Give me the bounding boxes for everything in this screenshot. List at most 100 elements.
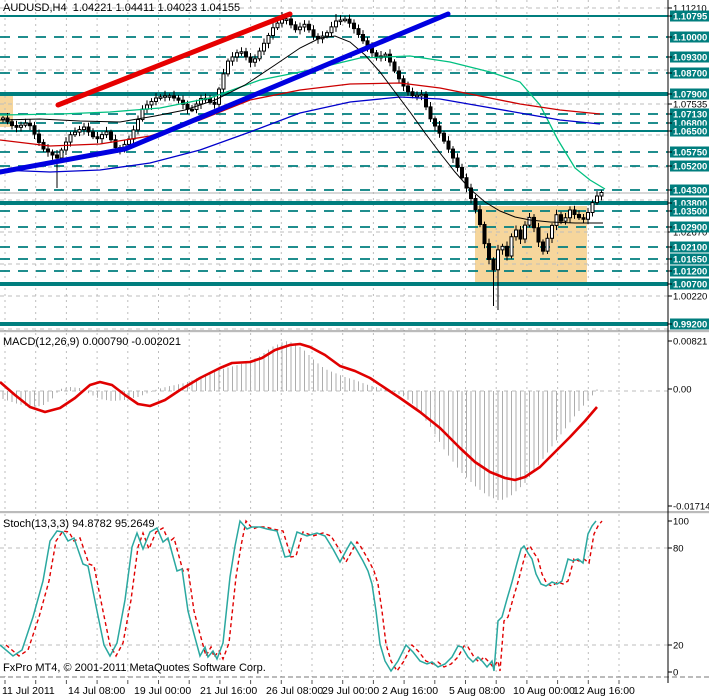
candle-body bbox=[325, 32, 329, 37]
candle-body bbox=[181, 99, 185, 105]
candle-body bbox=[298, 26, 302, 31]
candle-body bbox=[442, 132, 446, 142]
candle-body bbox=[217, 88, 221, 105]
candle-body bbox=[82, 126, 86, 131]
candle-body bbox=[28, 122, 32, 127]
candle-body bbox=[536, 227, 541, 243]
ohlc-quote: 1.04221 1.04411 1.04023 1.04155 bbox=[72, 2, 241, 14]
price-level-label-box bbox=[670, 160, 709, 172]
candle-body bbox=[163, 95, 167, 98]
candle-body bbox=[131, 129, 136, 140]
candle-body bbox=[392, 61, 397, 72]
price-level-label: 1.10795 bbox=[673, 12, 708, 23]
price-level-label: 1.01650 bbox=[673, 255, 707, 266]
candle-body bbox=[77, 129, 82, 133]
price-grid-label: 1.07535 bbox=[673, 100, 707, 111]
price-level-label: 1.07130 bbox=[673, 110, 707, 121]
candle-body bbox=[599, 192, 604, 197]
indicator-axis-label: 0.00821 bbox=[673, 337, 707, 348]
candle-body bbox=[221, 73, 226, 90]
candle-body bbox=[347, 18, 352, 24]
candle-body bbox=[455, 157, 460, 168]
candle-body bbox=[248, 56, 253, 63]
price-level-label-box bbox=[670, 51, 709, 63]
candle-body bbox=[50, 151, 55, 156]
time-axis-label: 5 Aug 08:00 bbox=[449, 685, 505, 697]
candle-body bbox=[352, 22, 356, 30]
candle-body bbox=[383, 53, 388, 57]
uptrend-line-red[interactable] bbox=[55, 11, 293, 108]
candle-body bbox=[428, 106, 433, 120]
candle-body bbox=[307, 23, 311, 31]
price-level-label: 1.00700 bbox=[673, 280, 707, 291]
price-level-label-box bbox=[670, 117, 709, 129]
price-panel[interactable] bbox=[0, 0, 668, 331]
stoch-d-line bbox=[5, 519, 603, 673]
candle-body bbox=[239, 51, 244, 54]
candle-body bbox=[235, 52, 239, 58]
price-level-label-box bbox=[670, 265, 709, 277]
uptrend-line-blue[interactable] bbox=[0, 11, 451, 175]
price-level-label-box bbox=[670, 125, 709, 137]
candle-body bbox=[554, 214, 559, 226]
price-level-label: 1.02100 bbox=[673, 243, 707, 254]
candle-body bbox=[446, 140, 451, 150]
time-axis-label: 14 Jul 08:00 bbox=[68, 685, 125, 697]
price-level-label: 1.10000 bbox=[673, 33, 707, 44]
candle-body bbox=[334, 20, 338, 28]
price-level-label: 1.07900 bbox=[673, 90, 707, 101]
price-level-label: 1.09300 bbox=[673, 53, 707, 64]
candle-body bbox=[172, 95, 176, 99]
candle-body bbox=[289, 18, 293, 26]
candle-body bbox=[473, 198, 478, 211]
candle-body bbox=[212, 101, 217, 105]
candle-body bbox=[505, 245, 509, 257]
indicator-axis-label: 0 bbox=[673, 668, 678, 679]
price-level-label-box bbox=[670, 184, 709, 196]
ma-green-line[interactable] bbox=[0, 55, 606, 190]
candle-body bbox=[149, 100, 154, 106]
candle-body bbox=[541, 241, 545, 252]
ma-red-line[interactable] bbox=[0, 82, 601, 147]
candle-body bbox=[199, 97, 203, 105]
candle-body bbox=[568, 209, 572, 219]
chart-symbol-header: AUDUSD,H4 1.04221 1.04411 1.04023 1.0415… bbox=[3, 2, 240, 14]
candle-body bbox=[590, 202, 595, 214]
candle-body bbox=[37, 133, 41, 143]
price-level-label: 1.06500 bbox=[673, 127, 707, 138]
time-axis-label: 29 Jul 00:00 bbox=[322, 685, 379, 697]
price-level-label-box bbox=[670, 221, 709, 233]
candle-body bbox=[46, 148, 50, 153]
candle-body bbox=[109, 131, 113, 141]
price-level-label-box bbox=[670, 197, 709, 209]
price-level-label-box bbox=[670, 67, 709, 79]
candle-body bbox=[154, 97, 158, 102]
indicator-axis-label: 0.00 bbox=[673, 385, 692, 396]
stoch-panel[interactable] bbox=[0, 514, 668, 677]
candle-body bbox=[55, 154, 59, 159]
candle-body bbox=[527, 216, 532, 226]
macd-panel[interactable] bbox=[0, 333, 668, 512]
price-level-label-box bbox=[670, 253, 709, 265]
candle-body bbox=[311, 29, 316, 37]
ma-black-line[interactable] bbox=[0, 35, 603, 224]
candle-body bbox=[491, 258, 496, 271]
candle-body bbox=[523, 224, 527, 240]
candle-body bbox=[271, 27, 275, 36]
price-level-label-box bbox=[670, 146, 709, 158]
candle-body bbox=[437, 125, 442, 134]
candle-body bbox=[572, 209, 577, 215]
candle-body bbox=[167, 95, 172, 98]
price-level-label: 0.99200 bbox=[673, 320, 707, 331]
price-grid-label: 1.02670 bbox=[673, 228, 707, 239]
candle-body bbox=[496, 249, 500, 271]
indicator-axis-label: -0.01714 bbox=[673, 502, 709, 513]
candle-body bbox=[338, 19, 343, 23]
candle-body bbox=[73, 131, 77, 136]
candle-body bbox=[190, 108, 194, 112]
ma-blue-line[interactable] bbox=[0, 96, 601, 173]
stoch-indicator-label: Stoch(13,3,3) 94.8782 95.2649 bbox=[3, 518, 155, 530]
